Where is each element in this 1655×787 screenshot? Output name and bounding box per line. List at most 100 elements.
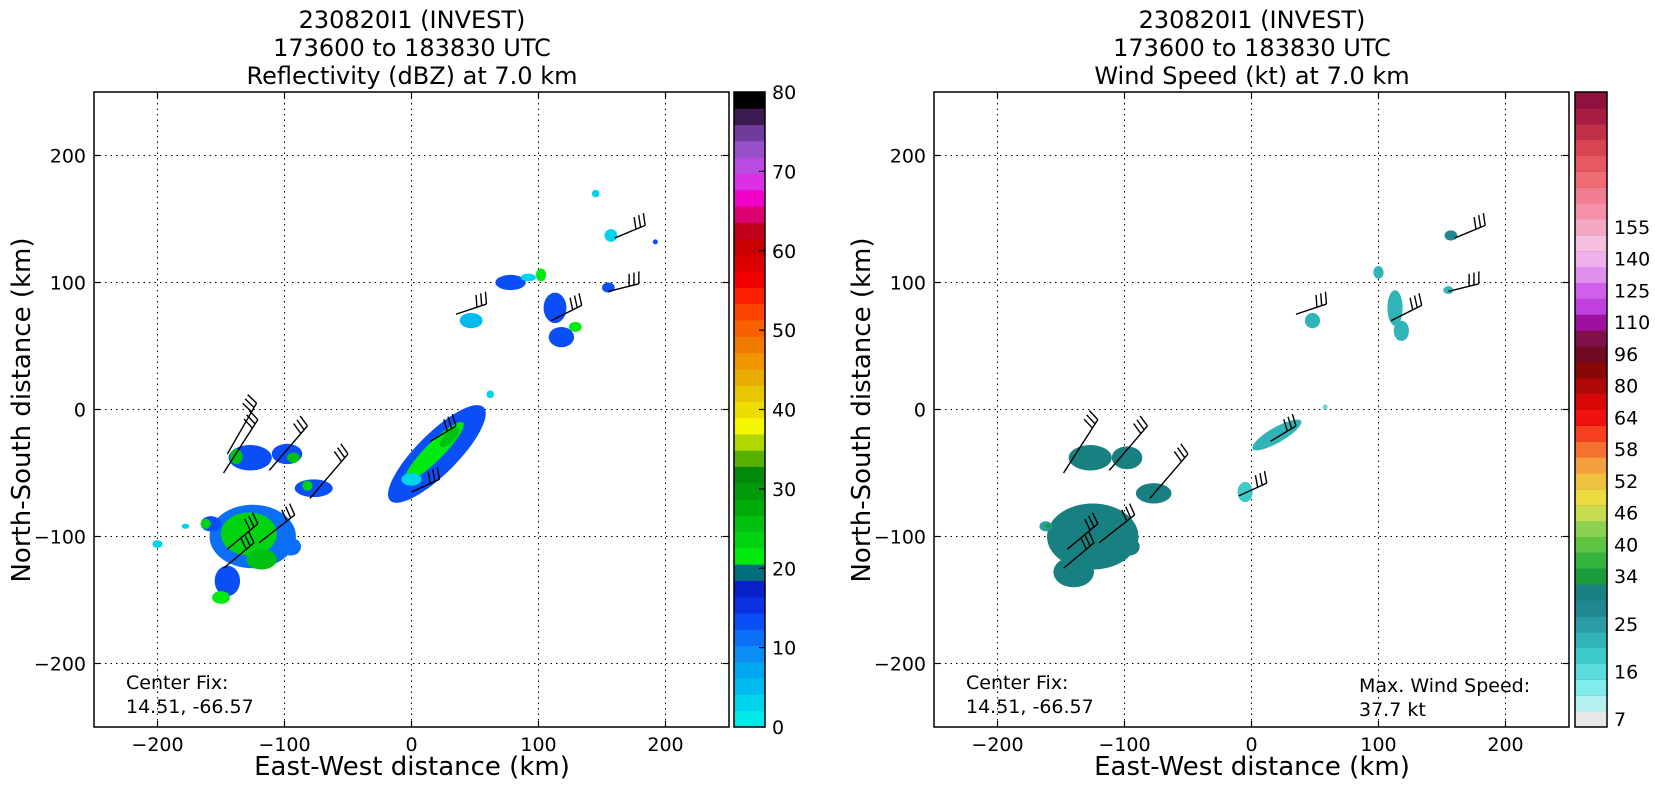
- wind-colorbar-segment: [1575, 663, 1607, 680]
- wind-colorbar-tick-label: 155: [1614, 217, 1650, 239]
- wind-colorbar-segment: [1575, 187, 1607, 204]
- wind-colorbar-segment: [1575, 266, 1607, 283]
- reflectivity-colorbar-segment: [734, 352, 765, 370]
- wind-wind-barb: [1063, 531, 1095, 569]
- wind-colorbar-segment: [1575, 171, 1607, 188]
- wind-title-line-1: 230820I1 (INVEST): [1139, 6, 1366, 34]
- reflectivity-colorbar-segment: [734, 515, 765, 533]
- reflectivity-region: [604, 229, 618, 242]
- wind-region: [1444, 230, 1458, 241]
- wind-colorbar-segment: [1575, 647, 1607, 664]
- reflectivity-colorbar-segment: [734, 303, 765, 321]
- wind-plot-frame: [933, 91, 1570, 728]
- wind-colorbar-segment: [1575, 361, 1607, 379]
- reflectivity-x-tick-label: 0: [405, 734, 417, 756]
- wind-colorbar-segment: [1575, 631, 1607, 649]
- wind-y-axis-label: North-South distance (km): [847, 237, 877, 582]
- wind-colorbar-segment: [1575, 520, 1607, 537]
- reflectivity-colorbar-segment: [734, 189, 765, 207]
- wind-colorbar-segment: [1575, 330, 1607, 347]
- reflectivity-colorbar-segment: [734, 482, 765, 500]
- wind-colorbar-tick-label: 16: [1614, 661, 1638, 683]
- reflectivity-wind-barbs: [222, 213, 646, 569]
- reflectivity-wind-barb: [455, 291, 488, 315]
- wind-colorbar-tick-label: 58: [1614, 439, 1638, 461]
- reflectivity-colorbar-tick-label: 40: [772, 400, 796, 422]
- reflectivity-colorbar-segment: [734, 319, 765, 337]
- wind-colorbar-segment: [1575, 536, 1607, 553]
- wind-wind-barb: [1149, 443, 1189, 499]
- reflectivity-colorbar-segment: [734, 613, 765, 630]
- reflectivity-region: [459, 312, 483, 329]
- reflectivity-y-tick-label: 200: [50, 146, 86, 168]
- reflectivity-echo-regions: [152, 189, 658, 604]
- reflectivity-region: [280, 537, 302, 556]
- reflectivity-wind-barb: [608, 271, 640, 293]
- wind-x-ticks: −200 −100 0 100 200: [971, 92, 1524, 756]
- reflectivity-colorbar-segment: [734, 336, 765, 354]
- reflectivity-region: [221, 512, 277, 556]
- reflectivity-colorbar-segment: [734, 108, 765, 126]
- wind-region: [1443, 286, 1454, 294]
- wind-colorbar-segment: [1575, 139, 1607, 156]
- wind-region: [1119, 537, 1140, 556]
- reflectivity-colorbar-segment: [734, 173, 765, 191]
- wind-region: [1373, 265, 1384, 279]
- reflectivity-colorbar-segment: [734, 531, 765, 549]
- reflectivity-grid: [94, 92, 729, 727]
- wind-colorbar-tick-label: 64: [1614, 407, 1638, 429]
- reflectivity-region: [229, 448, 243, 465]
- wind-title-line-2: 173600 to 183830 UTC: [1113, 34, 1391, 62]
- wind-colorbar-tick-label: 7: [1614, 709, 1626, 731]
- reflectivity-region: [591, 189, 600, 198]
- wind-colorbar-segment: [1575, 584, 1607, 601]
- reflectivity-region: [302, 480, 313, 491]
- reflectivity-colorbar-segment: [734, 124, 765, 142]
- reflectivity-colorbar-segment: [734, 368, 765, 386]
- wind-colorbar-segment: [1575, 107, 1607, 125]
- wind-y-tick-label: 0: [914, 400, 926, 422]
- wind-colorbar-tick-label: 25: [1614, 614, 1638, 636]
- reflectivity-wind-barb: [222, 410, 259, 474]
- wind-x-tick-label: 200: [1487, 734, 1523, 756]
- reflectivity-colorbar-segment: [734, 238, 765, 256]
- reflectivity-region: [486, 390, 495, 399]
- reflectivity-y-tick-label: 100: [50, 273, 86, 295]
- reflectivity-wind-barb: [223, 531, 255, 569]
- reflectivity-region: [246, 549, 277, 570]
- wind-wind-barbs: [1062, 213, 1486, 569]
- reflectivity-y-tick-label: 0: [74, 400, 86, 422]
- wind-wind-barb: [1238, 470, 1268, 497]
- reflectivity-colorbar-segment: [734, 140, 765, 158]
- reflectivity-colorbar-segment: [734, 157, 765, 174]
- reflectivity-colorbar-segment: [734, 385, 765, 402]
- reflectivity-colorbar: [734, 92, 765, 728]
- wind-colorbar-segment: [1575, 346, 1607, 363]
- wind-colorbar-segment: [1575, 425, 1607, 442]
- wind-y-tick-label: 200: [890, 146, 926, 168]
- wind-wind-barb: [1270, 413, 1297, 442]
- reflectivity-colorbar-tick-label: 30: [772, 479, 796, 501]
- wind-region: [1053, 556, 1095, 588]
- reflectivity-colorbar-segment: [734, 710, 765, 728]
- reflectivity-x-axis-label: East-West distance (km): [254, 752, 570, 782]
- wind-colorbar-segment: [1575, 711, 1607, 728]
- reflectivity-region: [212, 591, 230, 604]
- reflectivity-center-fix-label: Center Fix:: [126, 672, 228, 694]
- reflectivity-wind-barb: [550, 293, 583, 322]
- reflectivity-y-tick-label: −100: [34, 527, 86, 549]
- wind-wind-barb: [1062, 410, 1099, 474]
- reflectivity-x-tick-label: 100: [520, 734, 556, 756]
- wind-region: [1045, 523, 1051, 529]
- reflectivity-center-fix-value: 14.51, -66.57: [126, 696, 254, 718]
- reflectivity-colorbar-tick-label: 0: [772, 717, 784, 739]
- reflectivity-colorbar-segment: [734, 596, 765, 614]
- wind-colorbar-segment: [1575, 615, 1607, 633]
- wind-colorbar-segment: [1575, 219, 1607, 236]
- wind-title-line-3: Wind Speed (kt) at 7.0 km: [1094, 62, 1409, 90]
- reflectivity-x-ticks: −200 −100 0 100 200: [131, 92, 684, 756]
- reflectivity-wind-barb: [309, 443, 349, 499]
- wind-colorbar-frame: [1574, 91, 1608, 728]
- reflectivity-region: [287, 452, 300, 463]
